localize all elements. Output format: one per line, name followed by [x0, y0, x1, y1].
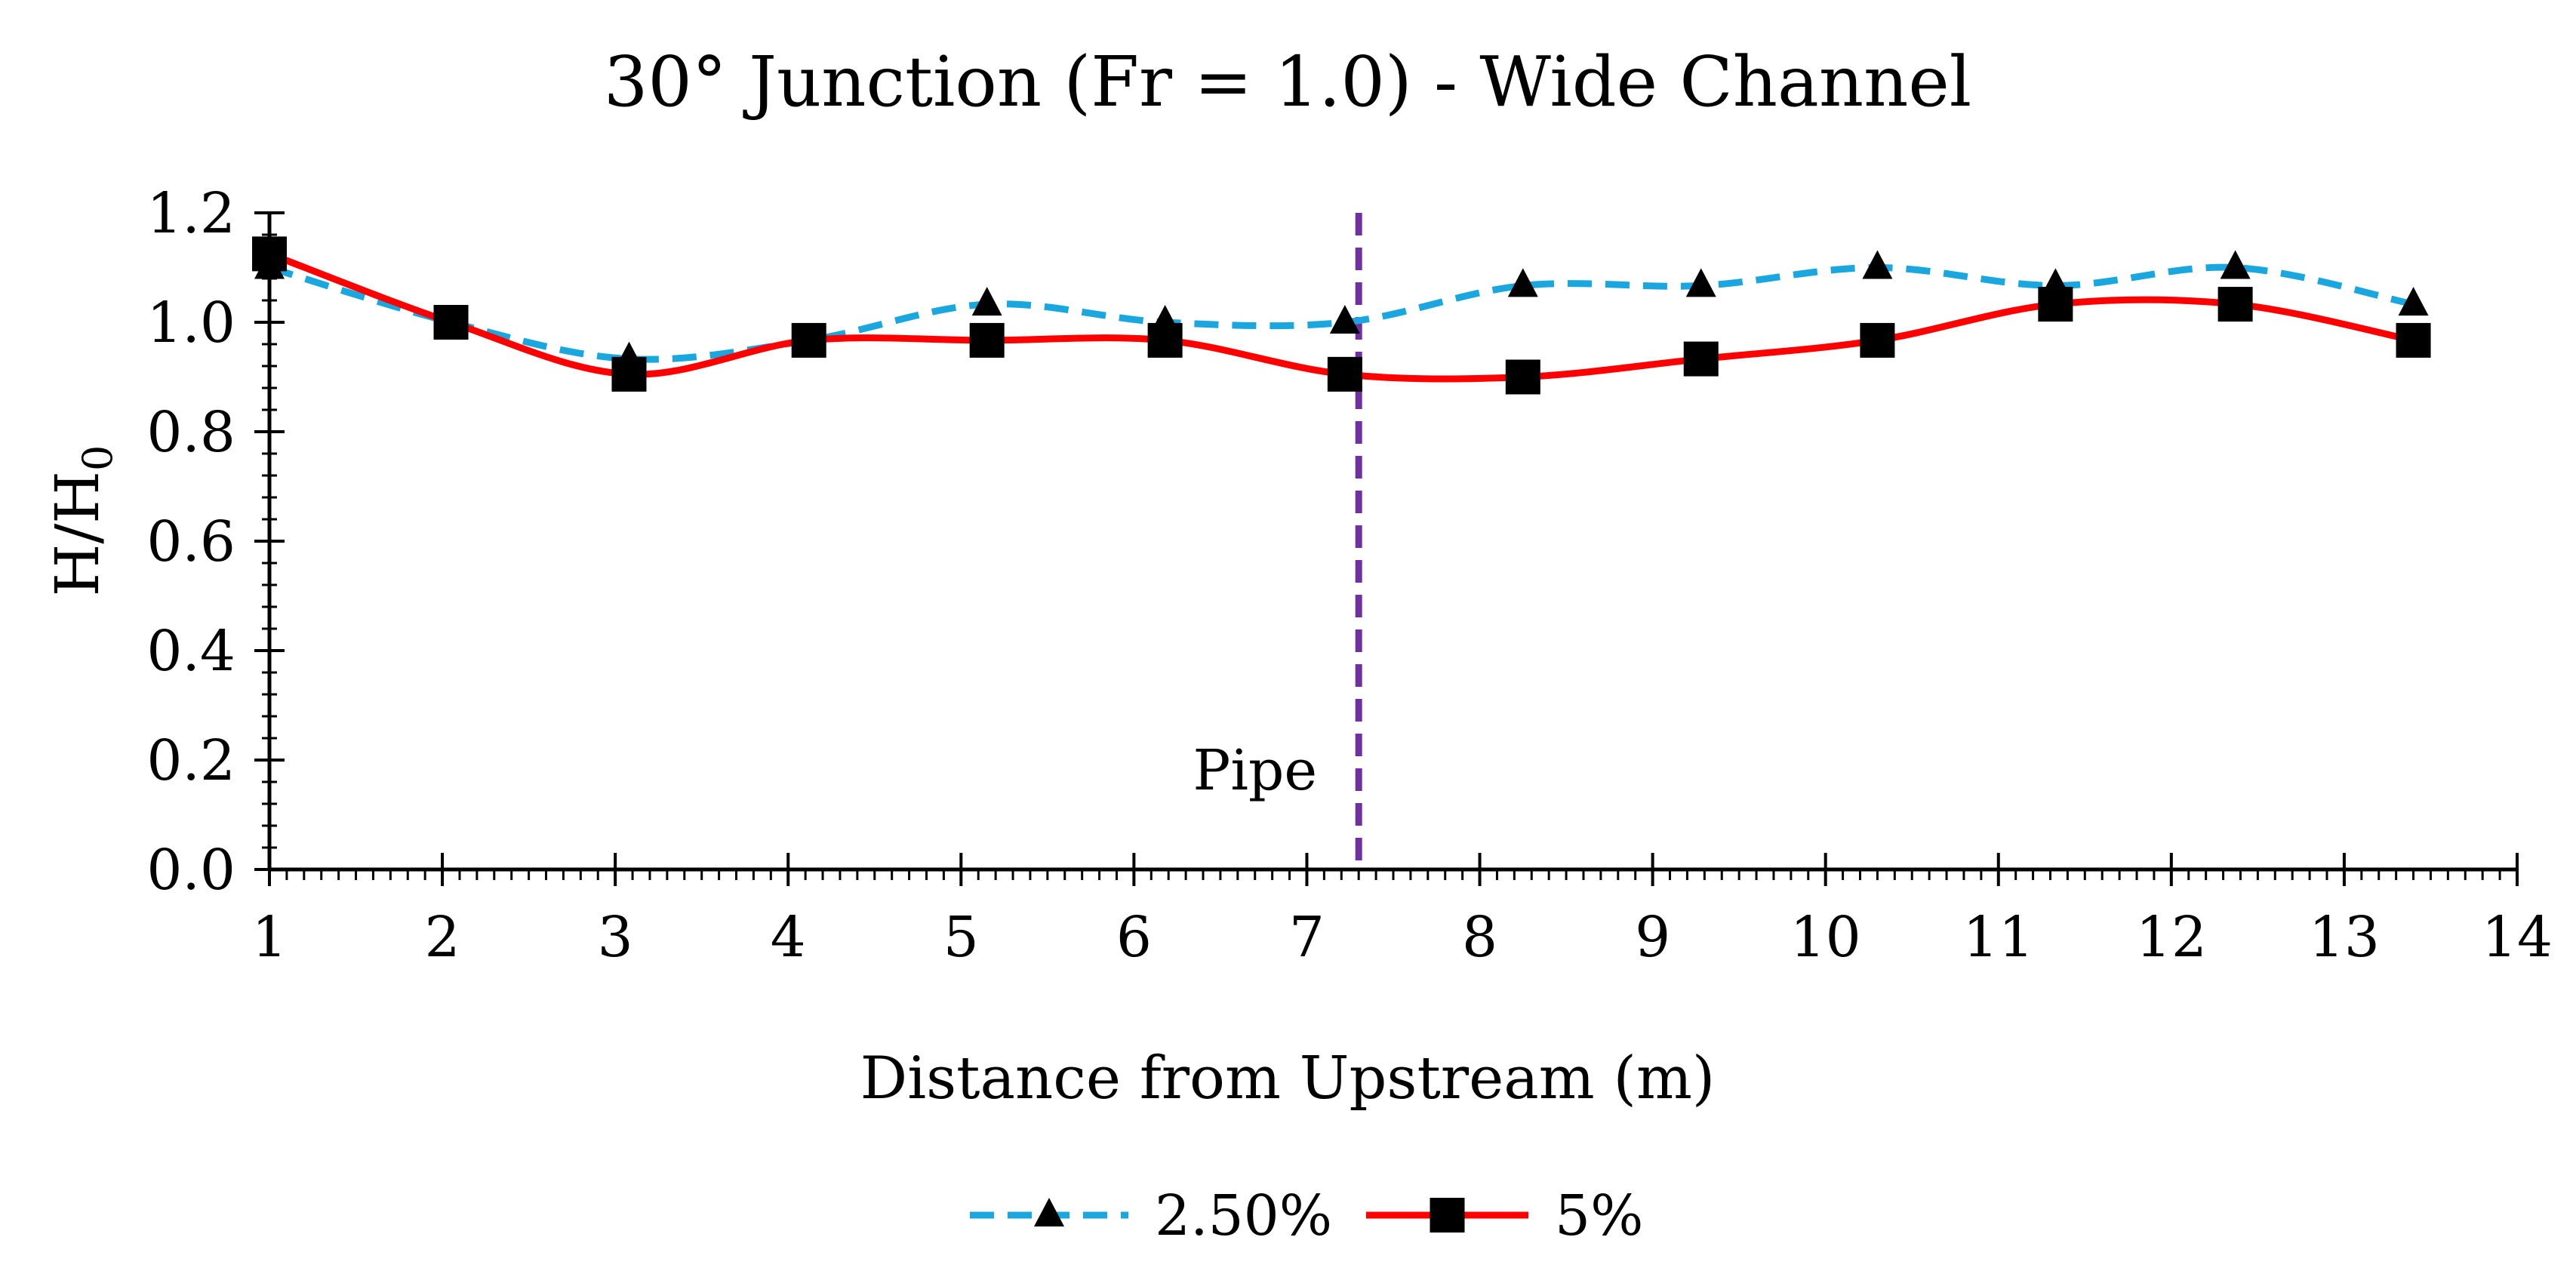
x-tick-label: 5	[943, 905, 979, 970]
data-point-marker	[2217, 287, 2253, 322]
data-point-marker	[2398, 287, 2429, 316]
chart-title: 30° Junction (Fr = 1.0) - Wide Channel	[604, 42, 1971, 122]
x-tick-label: 11	[1963, 905, 2034, 970]
x-tick-label: 1	[251, 905, 287, 970]
data-point-marker	[1860, 322, 1895, 358]
data-point-marker	[1329, 305, 1360, 334]
data-point-marker	[971, 287, 1002, 316]
y-axis-label: H/H0	[42, 445, 122, 597]
legend-item: 5%	[1366, 1183, 1643, 1248]
legend: 2.50% 5%	[970, 1183, 1643, 1248]
data-point-marker	[2396, 322, 2431, 358]
x-tick-label: 4	[771, 905, 806, 970]
x-tick-label: 2	[425, 905, 460, 970]
data-point-marker	[1505, 359, 1540, 395]
x-axis-label: Distance from Upstream (m)	[860, 1045, 1716, 1113]
data-point-marker	[1685, 268, 1716, 297]
series-square	[252, 236, 2431, 395]
data-point-marker	[1683, 341, 1719, 377]
legend-label: 2.50%	[1155, 1183, 1332, 1248]
x-tick-label: 9	[1635, 905, 1670, 970]
data-point-marker	[2220, 250, 2251, 279]
y-tick-label: 0.0	[146, 838, 235, 903]
axes: 0.00.20.40.60.81.01.21 2 3 4 5 6 7 8 9 10 11 12 13 14	[146, 181, 2553, 970]
data-point-marker	[1147, 322, 1183, 358]
x-tick-label: 6	[1116, 905, 1152, 970]
y-tick-label: 0.6	[146, 509, 235, 574]
data-point-marker	[969, 322, 1005, 358]
y-tick-label: 1.2	[146, 181, 235, 246]
data-point-marker	[1862, 250, 1893, 279]
legend-item: 2.50%	[970, 1183, 1332, 1248]
x-tick-label: 13	[2309, 905, 2380, 970]
data-point-marker	[1507, 268, 1538, 297]
y-tick-label: 0.2	[146, 728, 235, 793]
x-tick-label: 10	[1790, 905, 1861, 970]
x-tick-label: 12	[2136, 905, 2207, 970]
data-point-marker	[2038, 287, 2073, 322]
y-tick-label: 0.8	[146, 400, 235, 465]
legend-label: 5%	[1555, 1183, 1643, 1248]
y-tick-label: 0.4	[146, 619, 235, 684]
data-point-marker	[791, 322, 826, 358]
series-layer	[252, 236, 2431, 395]
data-point-marker	[433, 305, 469, 340]
x-tick-label: 8	[1462, 905, 1497, 970]
legend-marker	[1430, 1198, 1465, 1233]
data-point-marker	[611, 356, 647, 392]
x-tick-label: 7	[1289, 905, 1325, 970]
y-axis-label-main: H/H	[42, 471, 112, 596]
pipe-label: Pipe	[1193, 738, 1318, 803]
legend-marker	[1034, 1198, 1064, 1226]
y-tick-label: 1.0	[146, 291, 235, 355]
x-tick-label: 3	[598, 905, 633, 970]
data-point-marker	[252, 236, 287, 272]
data-point-marker	[1327, 356, 1362, 392]
y-axis-label-subscript: 0	[74, 445, 122, 471]
x-tick-label: 14	[2482, 905, 2553, 970]
